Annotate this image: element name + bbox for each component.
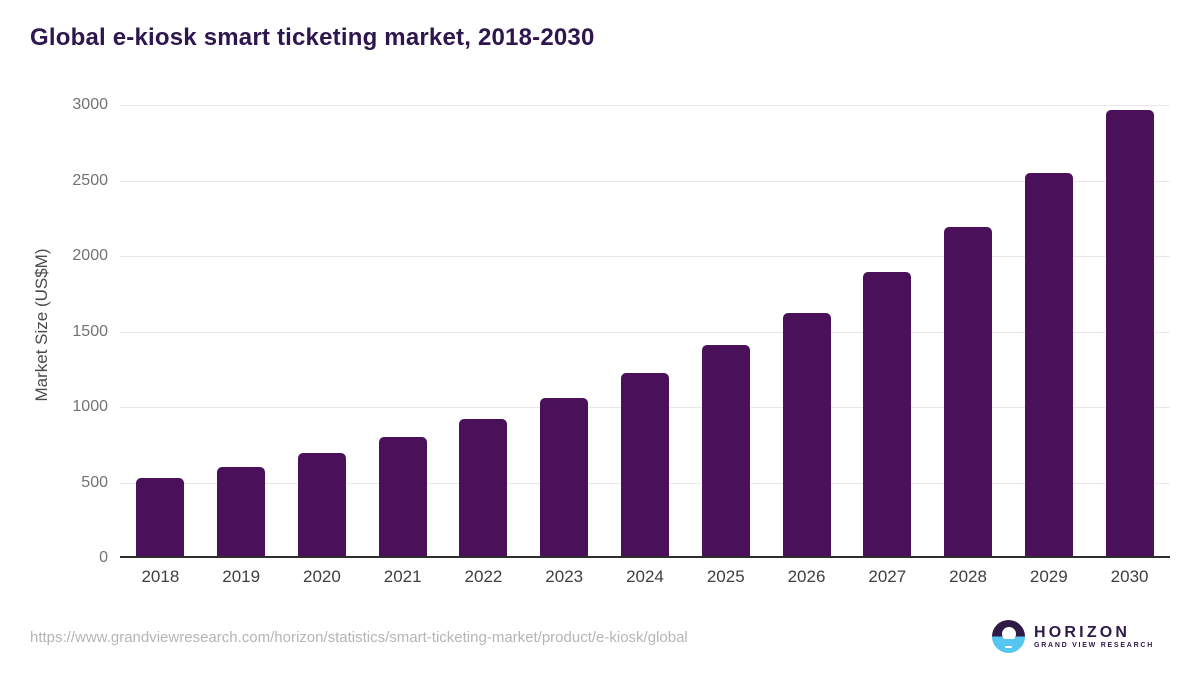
logo-text: HORIZON GRAND VIEW RESEARCH — [1034, 624, 1154, 650]
bar-slot-2029 — [1008, 105, 1089, 556]
bar-2024 — [620, 373, 669, 556]
x-tick-label-2018: 2018 — [141, 567, 180, 586]
bar-2019 — [217, 466, 266, 556]
bar-slot-2028 — [928, 105, 1009, 556]
bar-2027 — [863, 272, 912, 556]
x-tick-label-2019: 2019 — [222, 567, 261, 586]
logo-subtitle: GRAND VIEW RESEARCH — [1034, 642, 1154, 650]
bar-2028 — [944, 226, 993, 556]
bar-slot-2022 — [443, 105, 524, 556]
x-tick-label-2023: 2023 — [545, 567, 584, 586]
bar-slot-2019 — [201, 105, 282, 556]
x-tick-label-2028: 2028 — [949, 567, 987, 586]
y-tick-label-2500: 2500 — [72, 171, 108, 189]
sun-glyph — [1001, 627, 1016, 641]
gridline-2500 — [120, 180, 1170, 182]
chart-title: Global e-kiosk smart ticketing market, 2… — [30, 24, 595, 51]
bar-2020 — [297, 452, 346, 556]
bar-2025 — [701, 345, 750, 556]
y-tick-label-500: 500 — [81, 473, 108, 491]
y-tick-label-0: 0 — [99, 549, 108, 566]
x-tick-label-2024: 2024 — [626, 567, 664, 586]
x-tick-label-2020: 2020 — [303, 567, 341, 586]
bar-2026 — [782, 312, 831, 556]
gridline-3000 — [120, 105, 1170, 106]
bar-slot-2027 — [847, 105, 928, 556]
bar-slot-2021 — [362, 105, 443, 556]
x-tick-label-2030: 2030 — [1110, 567, 1149, 586]
gridline-1500 — [120, 331, 1170, 333]
bar-2029 — [1024, 172, 1073, 556]
y-axis-labels: 0 500 1000 1500 2000 2500 3000 — [0, 96, 108, 566]
bar-slot-2026 — [766, 105, 847, 556]
plot-area — [120, 105, 1170, 558]
logo-title: HORIZON — [1034, 623, 1131, 641]
bar-slot-2023 — [524, 105, 605, 556]
y-tick-label-3000: 3000 — [72, 96, 108, 113]
source-url: https://www.grandviewresearch.com/horizo… — [30, 629, 688, 646]
x-axis-labels: 2018 2019 2020 2021 2022 2023 2024 2025 2026 2027… — [120, 567, 1170, 587]
y-tick-label-1500: 1500 — [72, 322, 108, 340]
horizon-logo-icon — [992, 620, 1026, 653]
bar-2023 — [540, 397, 589, 556]
x-tick-label-2027: 2027 — [868, 567, 907, 586]
bar-2018 — [136, 478, 185, 556]
bar-2022 — [459, 419, 508, 556]
x-tick-label-2026: 2026 — [787, 567, 826, 586]
x-tick-label-2022: 2022 — [464, 567, 503, 586]
bar-slot-2020 — [282, 105, 363, 556]
bar-2021 — [378, 436, 427, 556]
gridline-2000 — [120, 256, 1170, 257]
bar-slot-2030 — [1089, 105, 1170, 556]
bar-slot-2018 — [120, 105, 201, 556]
bar-2030 — [1105, 109, 1154, 556]
x-tick-label-2025: 2025 — [706, 567, 745, 586]
x-tick-label-2021: 2021 — [383, 567, 422, 586]
y-tick-label-2000: 2000 — [72, 247, 108, 264]
y-tick-label-1000: 1000 — [72, 398, 108, 415]
x-tick-label-2029: 2029 — [1029, 567, 1068, 586]
bar-slot-2025 — [685, 105, 766, 556]
horizon-logo: HORIZON GRAND VIEW RESEARCH — [992, 620, 1154, 653]
bar-slot-2024 — [605, 105, 686, 556]
